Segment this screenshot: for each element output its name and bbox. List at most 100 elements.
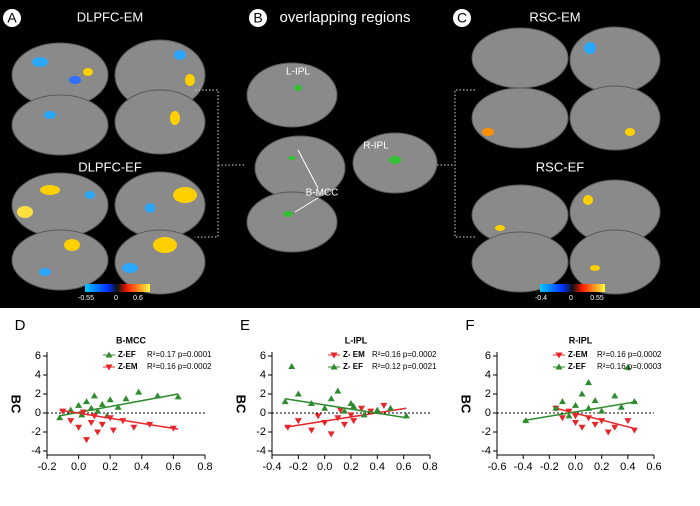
data-point [135,388,143,395]
x-tick-label: 0.6 [646,461,661,473]
data-point [94,429,102,436]
panel-badge [453,9,471,27]
x-tick-label: -0.2 [289,461,308,473]
data-point [380,402,388,409]
legend-marker [555,352,563,359]
data-point [174,393,182,400]
data-point [336,407,344,414]
data-point [294,418,302,425]
y-tick-label: 0 [485,407,491,419]
legend-stats: R²=0.12 p=0.0021 [372,362,437,371]
data-point [347,412,355,419]
data-point [358,405,366,412]
data-point [87,420,95,426]
data-point [83,437,90,444]
y-tick-label: 2 [485,388,491,400]
colorbar [540,284,605,292]
data-point [308,427,315,434]
chart-title: R-IPL [569,335,593,345]
data-point [572,420,579,426]
y-tick-label: 0 [260,407,266,419]
legend-label: Z-EM [568,350,588,359]
x-tick-label: 0.6 [166,461,181,473]
legend-stats: R²=0.16 p=0.0002 [372,350,437,359]
data-point [558,398,566,405]
data-point [598,407,606,414]
panel-title: DLPFC-EF [78,159,142,174]
data-point [109,427,117,434]
data-point [350,402,358,409]
x-tick-label: 0.0 [317,461,332,473]
panel-label: C [457,10,467,26]
y-tick-label: -4 [481,445,491,457]
x-tick-label: 0.0 [568,461,583,473]
y-axis-label: BC [234,395,249,414]
trend-line [555,407,638,430]
panel-title: RSC-EM [529,9,580,24]
data-point [90,392,98,399]
trend-line [523,400,638,422]
region-label: R-IPL [363,141,389,152]
data-point [122,395,130,402]
colorbar-label: 0 [114,295,118,302]
legend-label: Z-EF [568,362,586,371]
legend-stats: R²=0.17 p=0.0001 [147,350,212,359]
legend-marker [330,352,338,359]
y-tick-label: 4 [485,369,491,381]
data-point [98,400,106,407]
colorbar-label: -0.4 [535,295,547,302]
legend-marker [105,364,113,371]
trend-line [59,409,179,430]
chart-title: B-MCC [116,335,146,345]
panel-label: B [253,10,262,26]
panel-label: A [7,10,17,26]
legend-stats: R²=0.16 p=0.0002 [147,362,212,371]
data-point [558,415,566,422]
panel-title: RSC-EF [536,159,584,174]
data-point [624,418,632,425]
y-tick-label: -4 [256,445,266,457]
y-tick-label: 2 [260,388,266,400]
data-point [578,390,586,397]
x-tick-label: 0.0 [71,461,86,473]
legend-marker [555,363,563,370]
data-point [572,401,579,408]
x-tick-label: 0.4 [134,461,149,473]
y-tick-label: 6 [35,350,41,362]
data-point [611,424,619,431]
colorbar-label: -0.55 [78,295,94,302]
data-point [321,404,329,411]
brain-images [11,26,661,295]
x-tick-label: 0.8 [197,461,212,473]
colorbar [85,284,150,292]
x-tick-label: -0.4 [263,461,282,473]
panel-title: overlapping regions [280,9,411,26]
legend-stats: R²=0.16 p=0.0002 [597,350,662,359]
data-point [79,409,87,416]
y-tick-label: 6 [485,350,491,362]
data-point [585,379,593,386]
legend-label: Z-EF [118,350,136,359]
panel-badge [249,9,267,27]
data-point [75,424,83,431]
trend-line [285,398,407,419]
colorbar-label: 0 [569,295,573,302]
panel-badge [3,9,21,27]
x-tick-label: 0.2 [594,461,609,473]
panel-label: D [15,317,26,334]
connector-lines [195,89,475,238]
data-point [334,387,342,394]
chart-title: L-IPL [345,335,368,345]
x-tick-label: 0.4 [370,461,385,473]
panel-label: E [240,317,250,334]
data-point [294,390,302,397]
legend-label: Z-EM [118,362,138,371]
data-point [552,404,560,411]
data-point [114,403,122,410]
data-point [617,403,625,410]
data-point [591,397,599,404]
y-tick-label: 0 [35,407,41,419]
y-axis-label: BC [459,395,474,414]
x-tick-label: 0.2 [343,461,358,473]
